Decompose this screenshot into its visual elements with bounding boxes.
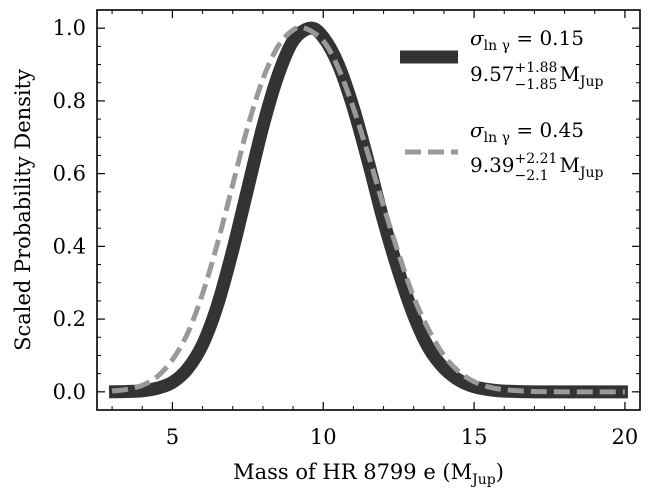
x-axis-title: Mass of HR 8799 e (MJup): [233, 460, 504, 488]
y-tick-label: 0.6: [53, 162, 86, 186]
x-tick-label: 10: [310, 425, 337, 449]
y-tick-label: 0.0: [53, 380, 86, 404]
y-tick-label: 0.2: [53, 307, 86, 331]
legend: σln γ = 0.15 9.57+1.88 −1.85 MJup σln γ = …: [400, 26, 604, 184]
tick-labels: 5 10 15 20 0.0 0.2 0.4 0.6 0.8 1.0: [53, 16, 639, 449]
y-tick-label: 0.8: [53, 89, 86, 113]
plot-frame: [96, 9, 641, 411]
y-tick-label: 1.0: [53, 16, 86, 40]
x-tick-label: 20: [612, 425, 639, 449]
x-tick-label: 15: [461, 425, 488, 449]
legend-label-2-sigma: σln γ = 0.45: [470, 118, 584, 146]
y-axis-title: Scaled Probability Density: [11, 69, 35, 351]
legend-label-1-mass: 9.57+1.88 −1.85 MJup: [470, 60, 604, 93]
y-tick-label: 0.4: [53, 234, 86, 258]
series-line-dashed: [111, 24, 625, 395]
legend-label-1-sigma: σln γ = 0.15: [470, 26, 584, 54]
legend-label-2-mass: 9.39+2.21 −2.1 MJup: [470, 151, 604, 184]
curves: [108, 21, 628, 399]
x-tick-label: 5: [166, 425, 179, 449]
